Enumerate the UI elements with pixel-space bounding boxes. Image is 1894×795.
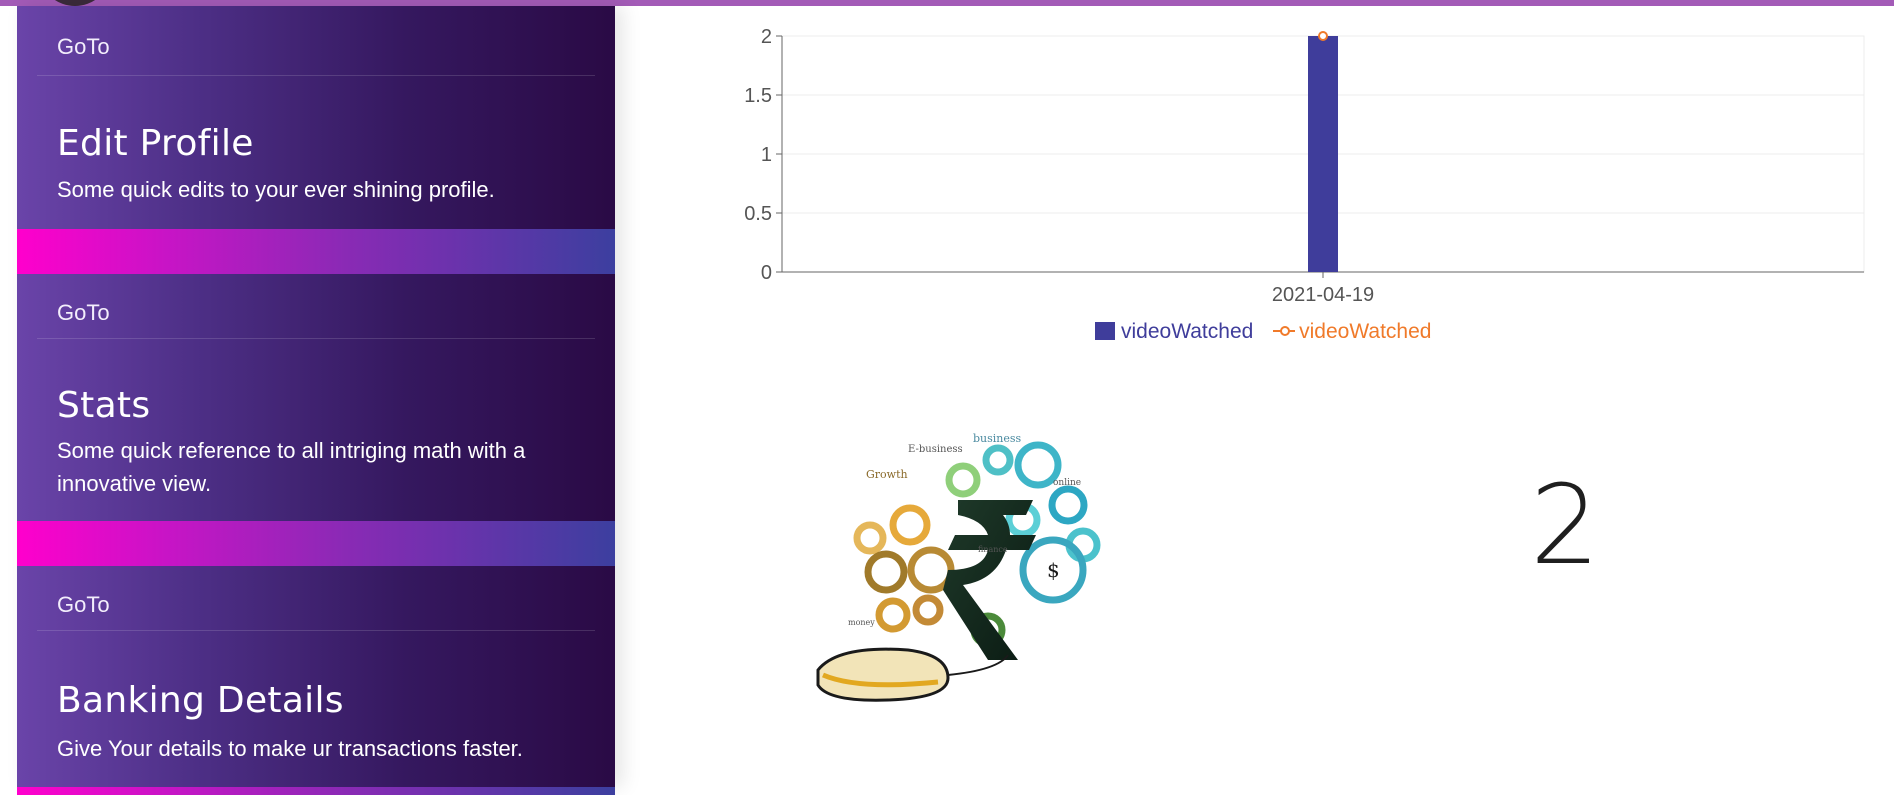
- divider: [37, 630, 595, 631]
- card-separator: [17, 229, 615, 274]
- svg-text:Growth: Growth: [866, 468, 908, 481]
- y-tick-label: 1.5: [744, 85, 772, 107]
- rupee-gears-illustration: E-business business Growth online financ…: [798, 420, 1128, 710]
- divider: [37, 338, 595, 339]
- card-banking-details[interactable]: GoTo Banking Details Give Your details t…: [17, 566, 615, 787]
- y-tick-label: 1: [761, 144, 772, 166]
- line-point: [1318, 31, 1328, 41]
- chart-canvas: 0 0.5 1 1.5 2 2021-04-19: [744, 26, 1865, 306]
- y-tick-label: 0: [761, 262, 772, 284]
- card-description: Some quick edits to your ever shining pr…: [57, 177, 495, 202]
- card-title: Banking Details: [57, 680, 344, 721]
- sidebar: GoTo Edit Profile Some quick edits to yo…: [17, 6, 615, 795]
- bar: [1308, 36, 1338, 272]
- bar-swatch-icon: [1095, 322, 1115, 341]
- stat-value: 2: [1530, 461, 1600, 589]
- line-marker-icon: [1273, 322, 1296, 340]
- top-accent-bar: [0, 0, 1894, 6]
- goto-link[interactable]: GoTo: [57, 300, 110, 325]
- svg-text:money: money: [848, 618, 875, 627]
- card-title: Stats: [57, 385, 151, 426]
- legend-item-bar[interactable]: videoWatched: [1095, 320, 1253, 344]
- legend-label: videoWatched: [1121, 320, 1254, 344]
- card-separator: [17, 787, 615, 795]
- card-edit-profile[interactable]: GoTo Edit Profile Some quick edits to yo…: [17, 6, 615, 229]
- goto-link[interactable]: GoTo: [57, 34, 110, 59]
- divider: [37, 75, 595, 76]
- y-tick-label: 0.5: [744, 203, 772, 225]
- goto-link[interactable]: GoTo: [57, 592, 110, 617]
- card-description: Give Your details to make ur transaction…: [57, 736, 523, 761]
- svg-text:$: $: [1047, 558, 1060, 582]
- svg-text:E-business: E-business: [908, 444, 963, 455]
- rupee-gears-icon: E-business business Growth online financ…: [816, 432, 1101, 702]
- legend-item-line[interactable]: videoWatched: [1273, 320, 1431, 344]
- card-separator: [17, 521, 615, 566]
- legend-label: videoWatched: [1299, 320, 1432, 344]
- chart-legend: videoWatched videoWatched: [1095, 320, 1445, 344]
- svg-text:online: online: [1053, 478, 1081, 488]
- card-title: Edit Profile: [57, 123, 254, 164]
- y-tick-label: 2: [761, 26, 772, 48]
- video-watched-chart: 0 0.5 1 1.5 2 2021-04-19: [720, 10, 1894, 350]
- x-tick-label: 2021-04-19: [1272, 284, 1374, 306]
- card-description: Some quick reference to all intriging ma…: [57, 438, 526, 496]
- svg-text:finance: finance: [978, 545, 1008, 554]
- avatar[interactable]: [42, 0, 108, 6]
- card-stats[interactable]: GoTo Stats Some quick reference to all i…: [17, 274, 615, 521]
- svg-text:business: business: [973, 432, 1022, 445]
